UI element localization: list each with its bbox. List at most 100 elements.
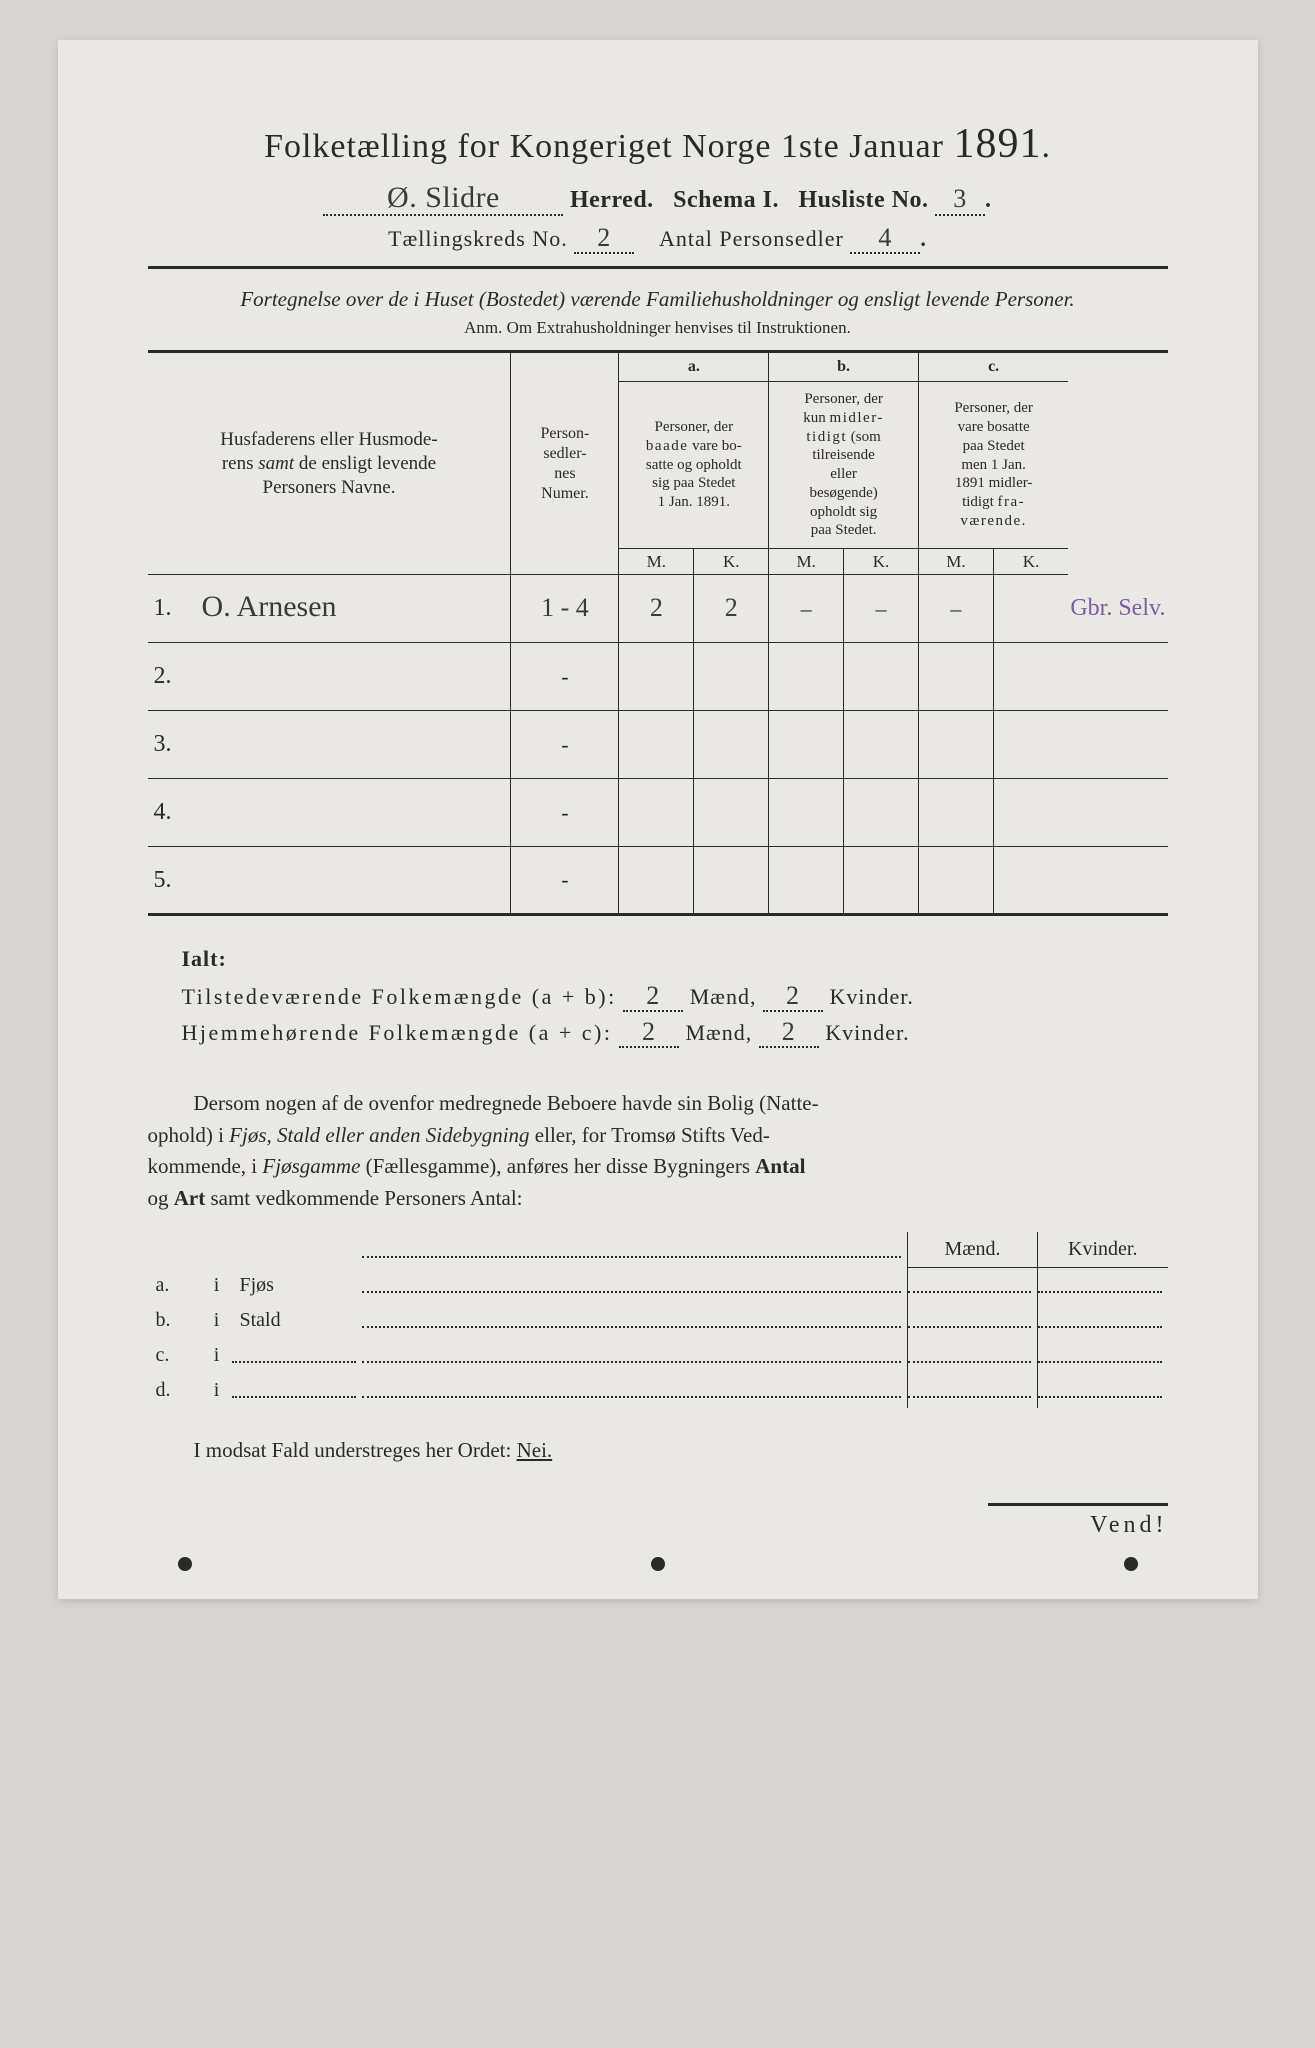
husliste-label: Husliste No. (799, 187, 929, 213)
th-ak: K. (694, 549, 769, 575)
table-row: 4. - (148, 779, 1168, 847)
cell-ck (993, 779, 1068, 847)
row-numer: - (511, 711, 619, 779)
punch-hole-icon (651, 1557, 665, 1571)
divider (148, 266, 1168, 269)
byg-k (1038, 1373, 1168, 1408)
row-name (192, 847, 511, 915)
byg-i: i (202, 1268, 232, 1303)
row-numer: - (511, 643, 619, 711)
byg-type (232, 1373, 362, 1408)
intro-text: Fortegnelse over de i Huset (Bostedet) v… (148, 287, 1168, 312)
margin-note (1068, 779, 1167, 847)
outbuilding-paragraph: Dersom nogen af de ovenfor medregnede Be… (148, 1088, 1168, 1214)
th-c-desc: Personer, dervare bosattepaa Stedetmen 1… (918, 382, 1068, 549)
table-row: 5. - (148, 847, 1168, 915)
cell-am (619, 847, 694, 915)
cell-ak (694, 711, 769, 779)
cell-bk (844, 711, 919, 779)
th-ck: K. (993, 549, 1068, 575)
census-table: Husfaderens eller Husmode-rens samt de e… (148, 350, 1168, 916)
th-a-desc: Personer, derbaade vare bo-satte og opho… (619, 382, 769, 549)
cell-bm (769, 847, 844, 915)
cell-am: 2 (619, 575, 694, 643)
table-row: 2. - (148, 643, 1168, 711)
census-table-body: 1. O. Arnesen 1 - 4 2 2 – – – Gbr. Selv.… (148, 575, 1168, 915)
outbuilding-table: Mænd. Kvinder. a. i Fjøs b. i Stald c. i (148, 1232, 1168, 1408)
th-b-desc: Personer, derkun midler-tidigt (somtilre… (769, 382, 919, 549)
th-bm: M. (769, 549, 844, 575)
husliste-no: 3 (953, 189, 967, 210)
byg-i: i (202, 1338, 232, 1373)
title-prefix: Folketælling for Kongeriget Norge 1ste J… (264, 128, 944, 165)
byg-i: i (202, 1303, 232, 1338)
cell-ck (993, 575, 1068, 643)
byg-row: c. i (148, 1338, 1168, 1373)
antal-label: Antal Personsedler (659, 226, 844, 251)
byg-lbl: b. (148, 1303, 202, 1338)
l1k: 2 (786, 986, 800, 1007)
kvinder-label: Kvinder. (829, 984, 913, 1009)
row-num: 3. (148, 711, 192, 779)
byg-i: i (202, 1373, 232, 1408)
punch-hole-icon (178, 1557, 192, 1571)
total-resident: Hjemmehørende Folkemængde (a + c): 2 Mæn… (182, 1020, 1168, 1048)
byg-m (908, 1268, 1038, 1303)
row-name (192, 779, 511, 847)
total-present: Tilstedeværende Folkemængde (a + b): 2 M… (182, 984, 1168, 1012)
byg-dots (362, 1268, 908, 1303)
th-am: M. (619, 549, 694, 575)
herred-label: Herred. (570, 187, 654, 213)
cell-ak (694, 779, 769, 847)
subhead-line-1: Ø. Slidre Herred. Schema I. Husliste No.… (148, 186, 1168, 216)
th-c: c. (918, 352, 1068, 382)
byg-k (1038, 1303, 1168, 1338)
byg-type: Fjøs (232, 1268, 362, 1303)
kreds-label: Tællingskreds No. (388, 226, 568, 251)
l2m: 2 (642, 1022, 656, 1043)
cell-ck (993, 847, 1068, 915)
th-b: b. (769, 352, 919, 382)
cell-cm (918, 779, 993, 847)
l2k: 2 (782, 1022, 796, 1043)
cell-bk (844, 779, 919, 847)
row-num: 5. (148, 847, 192, 915)
cell-am (619, 711, 694, 779)
maend-label2: Mænd, (685, 1020, 752, 1045)
byg-dots (362, 1373, 908, 1408)
th-name: Husfaderens eller Husmode-rens samt de e… (148, 352, 511, 575)
cell-cm (918, 643, 993, 711)
row-numer: - (511, 847, 619, 915)
schema-label: Schema I. (673, 187, 779, 213)
cell-ck (993, 643, 1068, 711)
cell-bm (769, 779, 844, 847)
cell-ak (694, 847, 769, 915)
row-num: 2. (148, 643, 192, 711)
margin-note: Gbr. Selv. (1068, 575, 1167, 643)
margin-note (1068, 643, 1167, 711)
punch-hole-icon (1124, 1557, 1138, 1571)
vend-label: Vend! (988, 1503, 1168, 1539)
byg-dots (362, 1303, 908, 1338)
cell-am (619, 779, 694, 847)
kvinder-label2: Kvinder. (825, 1020, 909, 1045)
byg-row: d. i (148, 1373, 1168, 1408)
ialt-label: Ialt: (182, 946, 1168, 972)
table-row: 1. O. Arnesen 1 - 4 2 2 – – – Gbr. Selv. (148, 575, 1168, 643)
cell-bm: – (769, 575, 844, 643)
total-present-label: Tilstedeværende Folkemængde (a + b): (182, 984, 617, 1009)
row-num: 1. (148, 575, 192, 643)
cell-bk: – (844, 575, 919, 643)
row-numer: 1 - 4 (511, 575, 619, 643)
cell-cm (918, 711, 993, 779)
cell-ak: 2 (694, 575, 769, 643)
byg-k (1038, 1338, 1168, 1373)
total-resident-label: Hjemmehørende Folkemængde (a + c): (182, 1020, 613, 1045)
cell-bm (769, 711, 844, 779)
byg-m (908, 1373, 1038, 1408)
byg-row: b. i Stald (148, 1303, 1168, 1338)
maend-label: Mænd, (690, 984, 757, 1009)
main-title: Folketælling for Kongeriget Norge 1ste J… (148, 120, 1168, 168)
row-name (192, 643, 511, 711)
byg-lbl: a. (148, 1268, 202, 1303)
